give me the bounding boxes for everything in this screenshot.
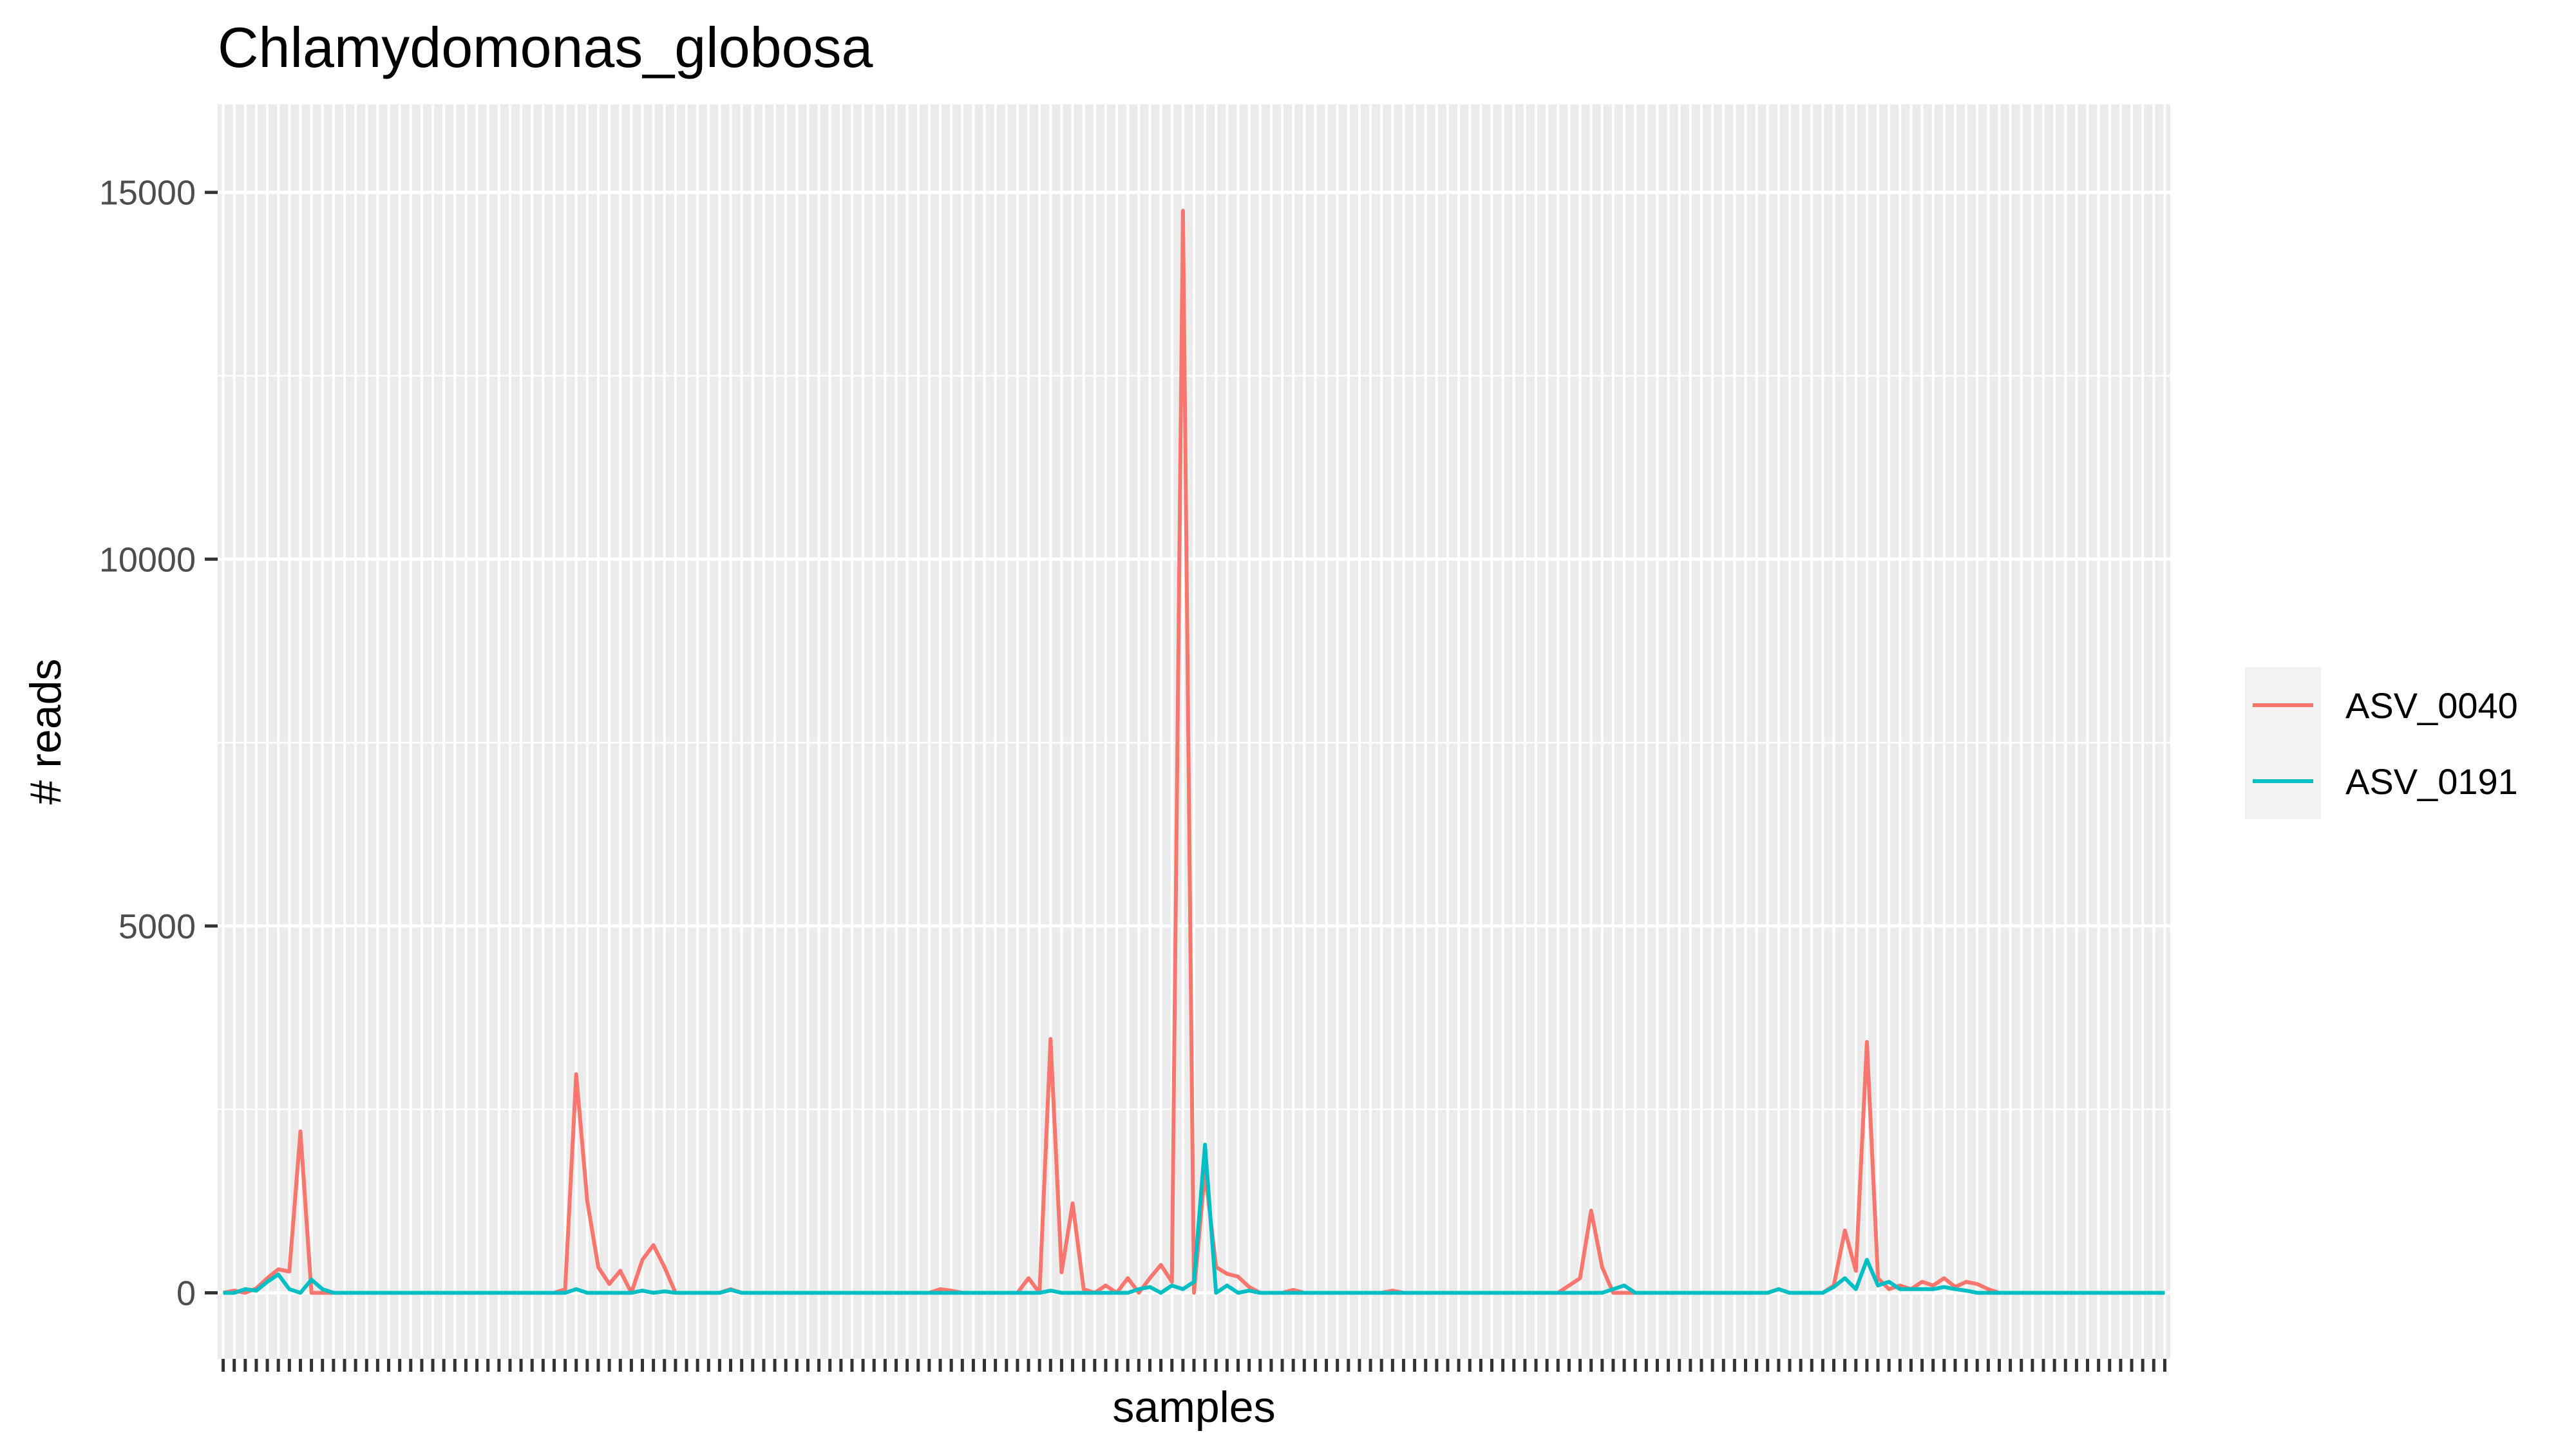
x-axis	[222, 1359, 2166, 1372]
series-layer	[223, 209, 2165, 1295]
y-tick-label: 0	[176, 1274, 196, 1312]
x-axis-label: samples	[1112, 1383, 1275, 1432]
series-line-asv-0191	[223, 1142, 2165, 1295]
legend-label: ASV_0191	[2345, 761, 2518, 802]
y-tick-label: 15000	[99, 174, 196, 213]
y-tick-label: 5000	[118, 907, 196, 946]
y-tick-label: 10000	[99, 540, 196, 579]
legend: ASV_0040 ASV_0191	[2245, 667, 2518, 819]
legend-label: ASV_0040	[2345, 685, 2518, 726]
series-line-asv-0040	[223, 209, 2165, 1295]
chart-title: Chlamydomonas_globosa	[218, 15, 873, 79]
x-grid	[222, 104, 2166, 1359]
y-axis: 0 5000 10000 15000	[99, 174, 218, 1312]
y-axis-label: # reads	[21, 659, 70, 805]
